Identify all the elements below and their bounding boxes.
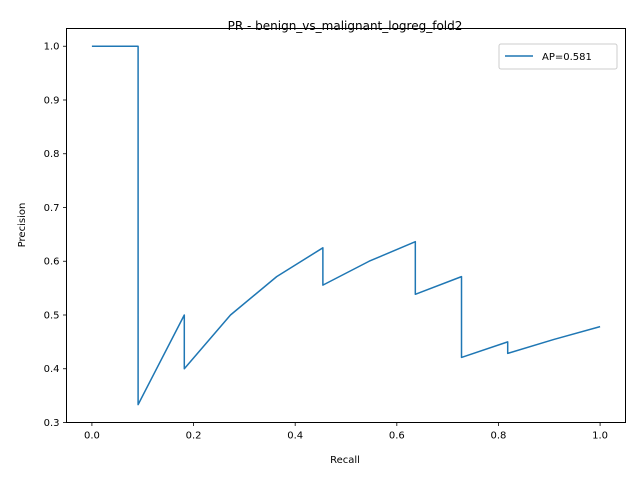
x-tick-label: 0.8: [491, 431, 507, 442]
x-axis-label: Recall: [330, 455, 360, 466]
chart-title: PR - benign_vs_malignant_logreg_fold2: [228, 19, 463, 33]
x-tick-label: 0.2: [186, 431, 202, 442]
y-tick-label: 0.6: [44, 257, 60, 268]
y-tick-label: 0.3: [44, 418, 60, 429]
x-tick-label: 0.0: [84, 431, 100, 442]
legend-box: [498, 43, 618, 70]
series-line-0: [91, 45, 601, 406]
y-axis-ticks: 0.3 0.4 0.5 0.6 0.7 0.8 0.9 1.0: [44, 42, 67, 429]
x-tick-label: 0.4: [287, 431, 303, 442]
y-tick-label: 1.0: [44, 42, 60, 53]
plot-area: [91, 45, 601, 406]
y-tick-label: 0.4: [44, 364, 60, 375]
x-tick-label: 1.0: [592, 431, 608, 442]
legend: AP=0.581: [498, 43, 618, 70]
y-tick-label: 0.8: [44, 149, 60, 160]
y-axis-label: Precision: [17, 203, 28, 248]
y-tick-label: 0.7: [44, 203, 60, 214]
x-axis-ticks: 0.0 0.2 0.4 0.6 0.8 1.0: [84, 422, 608, 442]
x-tick-label: 0.6: [389, 431, 405, 442]
legend-entry-label: AP=0.581: [542, 52, 592, 63]
axes-frame: [66, 28, 626, 423]
y-tick-label: 0.5: [44, 310, 60, 321]
y-tick-label: 0.9: [44, 95, 60, 106]
